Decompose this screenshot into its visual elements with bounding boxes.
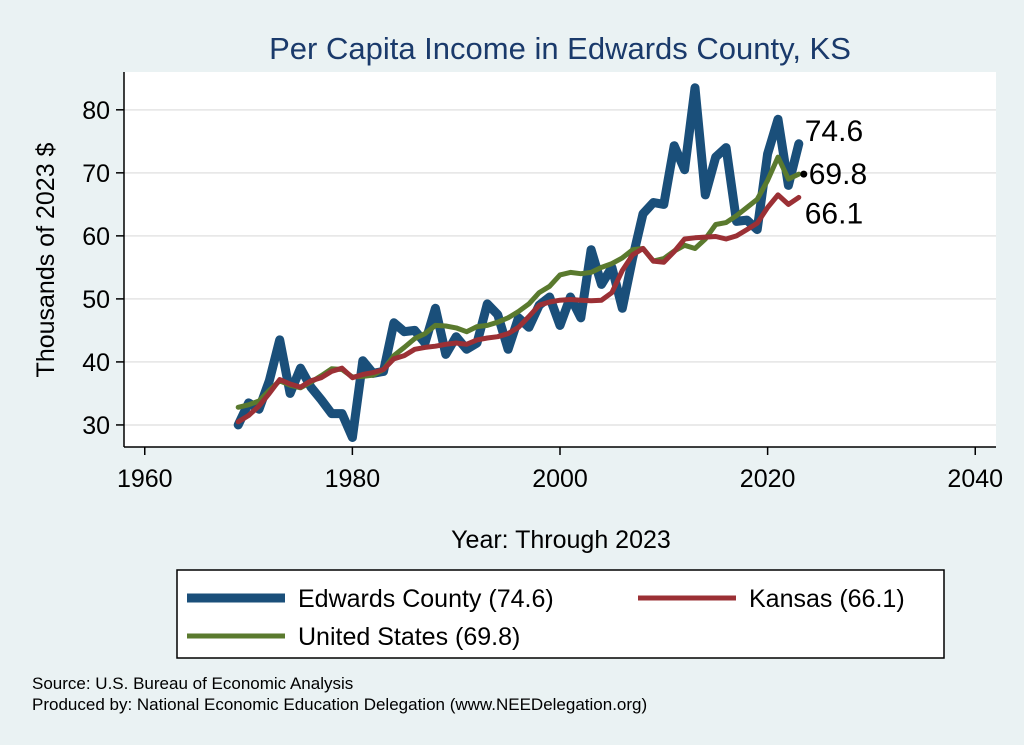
- source-note: Source: U.S. Bureau of Economic Analysis: [32, 674, 353, 693]
- x-tick-label: 1960: [117, 465, 173, 493]
- axes: 30 40 50 60 70 80 1960 1980 2000 2020 2040: [82, 72, 1003, 493]
- chart-title: Per Capita Income in Edwards County, KS: [269, 31, 851, 66]
- x-tick-label: 2000: [532, 465, 588, 493]
- end-labels: 74.6 69.8 66.1: [800, 115, 867, 230]
- series-lines: [233, 83, 804, 442]
- legend-label-kansas: Kansas (66.1): [749, 585, 905, 613]
- y-tick-label: 30: [82, 412, 110, 440]
- legend-box: [176, 569, 945, 659]
- x-tick-label: 2020: [740, 465, 796, 493]
- series-line-kansas: [235, 192, 802, 425]
- legend: Edwards County (74.6) Kansas (66.1) United…: [176, 569, 945, 659]
- end-label-united-states: 69.8: [809, 158, 867, 191]
- y-tick-label: 50: [82, 286, 110, 314]
- y-tick-label: 80: [82, 97, 110, 125]
- y-tick-label: 70: [82, 160, 110, 188]
- producer-note: Produced by: National Economic Education…: [32, 695, 647, 714]
- end-label-kansas: 66.1: [805, 197, 863, 230]
- end-label-edwards-county: 74.6: [805, 115, 863, 148]
- plot-area: [124, 72, 996, 447]
- legend-label-united-states: United States (69.8): [298, 623, 520, 651]
- x-axis-title: Year: Through 2023: [451, 526, 671, 554]
- y-tick-label: 40: [82, 349, 110, 377]
- end-marker-dot: [800, 170, 808, 178]
- y-tick-label: 60: [82, 223, 110, 251]
- y-axis-title: Thousands of 2023 $: [32, 142, 60, 377]
- series-line-edwards-county: [233, 83, 804, 442]
- x-tick-label: 1980: [325, 465, 381, 493]
- legend-label-edwards-county: Edwards County (74.6): [298, 585, 554, 613]
- x-tick-label: 2040: [947, 465, 1003, 493]
